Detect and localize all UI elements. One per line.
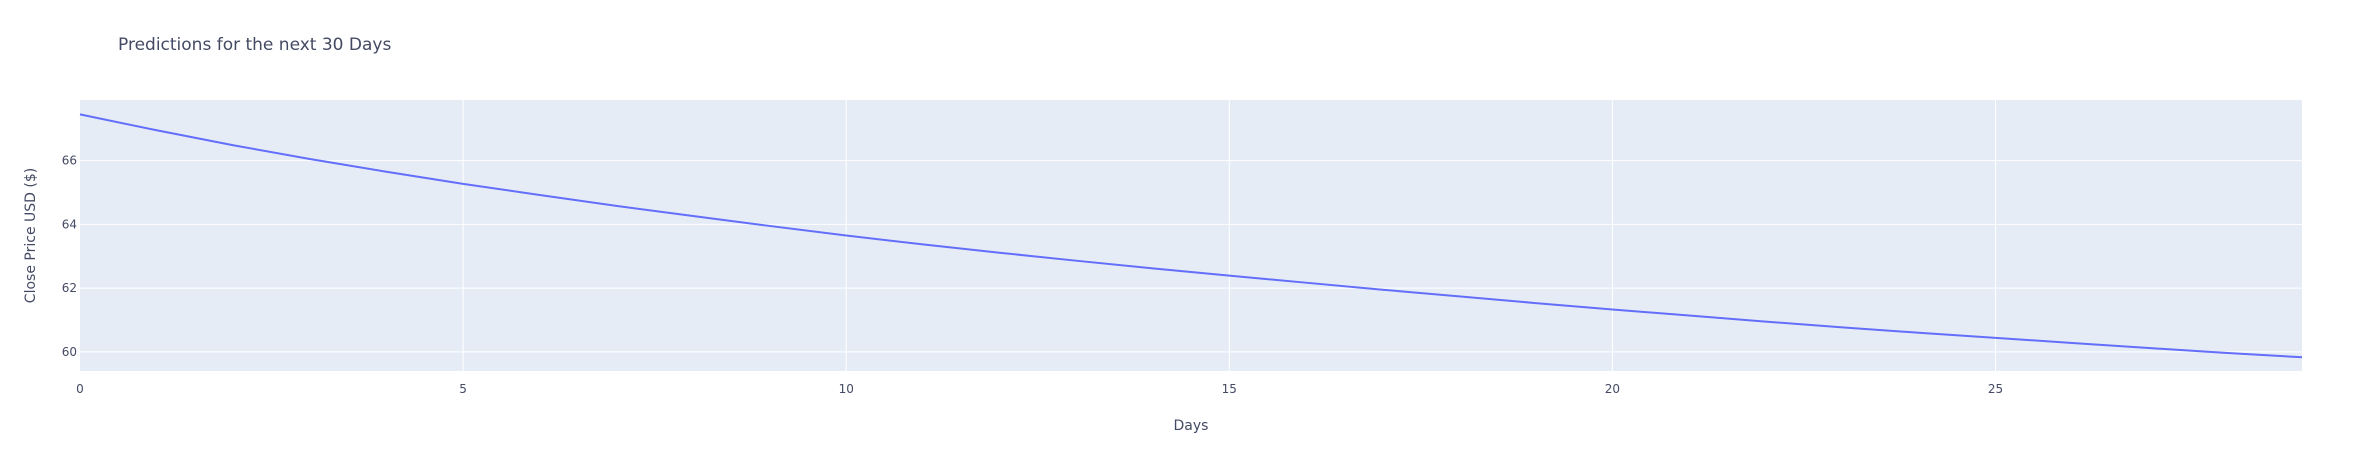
series-layer [79, 113, 2303, 359]
x-axis-title: Days [1174, 418, 1209, 434]
x-tick-label: 15 [1222, 382, 1237, 396]
tick-labels: 0 5 10 15 20 25 60 62 64 66 [62, 154, 2003, 396]
x-tick-label: 10 [839, 382, 854, 396]
y-tick-label: 62 [62, 281, 77, 295]
plot-area [80, 100, 2302, 371]
y-tick-label: 60 [62, 345, 77, 359]
x-tick-label: 5 [459, 382, 467, 396]
grid-lines [80, 100, 2302, 371]
x-tick-label: 25 [1988, 382, 2003, 396]
chart-title: Predictions for the next 30 Days [118, 35, 391, 55]
y-tick-label: 66 [62, 154, 77, 168]
series-line [79, 113, 2303, 359]
y-axis-title: Close Price USD ($) [23, 168, 39, 303]
y-tick-label: 64 [62, 217, 77, 231]
x-tick-label: 0 [76, 382, 84, 396]
x-tick-label: 20 [1605, 382, 1620, 396]
